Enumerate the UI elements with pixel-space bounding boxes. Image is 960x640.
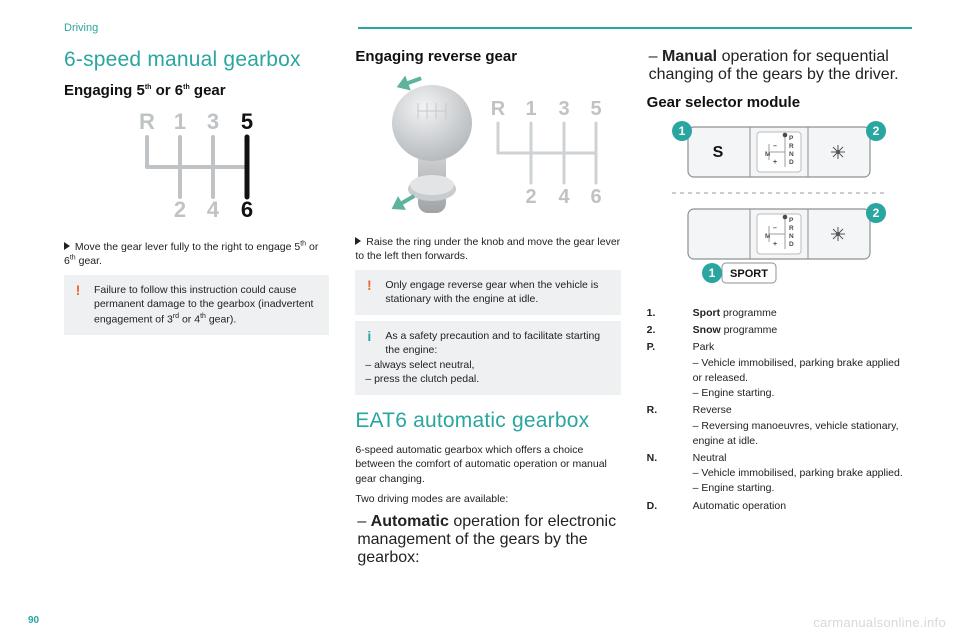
svg-text:1: 1	[679, 124, 686, 138]
definition-value: ReverseReversing manoeuvres, vehicle sta…	[693, 403, 912, 449]
definition-sublist: Vehicle immobilised, parking brake appli…	[693, 466, 912, 496]
definition-value: Sport programme	[693, 306, 912, 321]
page-number: 90	[28, 615, 39, 626]
gear-selector-figure: S P R N D M – +	[647, 119, 912, 294]
col1-title: 6-speed manual gearbox	[64, 48, 329, 72]
header: Driving	[64, 22, 912, 34]
info-box: i As a safety precaution and to facilita…	[355, 321, 620, 395]
definition-row: N.NeutralVehicle immobilised, parking br…	[647, 451, 912, 497]
definition-value: Snow programme	[693, 323, 912, 338]
column-2: Engaging reverse gear	[355, 48, 620, 567]
svg-text:P: P	[789, 135, 794, 142]
svg-text:4: 4	[207, 197, 220, 222]
svg-text:2: 2	[873, 124, 880, 138]
col2-modes: Automatic operation for electronic manag…	[355, 513, 620, 567]
svg-text:R: R	[789, 225, 794, 232]
svg-text:3: 3	[558, 98, 569, 120]
col2-title2: EAT6 automatic gearbox	[355, 409, 620, 433]
list-item: always select neutral,	[365, 358, 612, 372]
list-item: Engine starting.	[693, 386, 912, 401]
svg-text:6: 6	[241, 197, 253, 222]
list-item: Reversing manoeuvres, vehicle stationary…	[693, 419, 912, 449]
watermark: carmanualsonline.info	[813, 615, 946, 630]
definition-key: P.	[647, 340, 693, 401]
svg-text:2: 2	[525, 186, 536, 208]
header-rule	[358, 27, 912, 29]
list-item: Automatic operation for electronic manag…	[357, 513, 620, 567]
svg-text:R: R	[789, 143, 794, 150]
warning-box-1: ! Failure to follow this instruction cou…	[64, 275, 329, 335]
list-item: Vehicle immobilised, parking brake appli…	[693, 466, 912, 481]
col2-instruction: Raise the ring under the knob and move t…	[355, 235, 620, 264]
columns: 6-speed manual gearbox Engaging 5th or 6…	[64, 48, 912, 567]
page: Driving 6-speed manual gearbox Engaging …	[0, 0, 960, 640]
col1-instruction: Move the gear lever fully to the right t…	[64, 239, 329, 269]
svg-text:D: D	[789, 241, 794, 248]
svg-text:–: –	[773, 225, 777, 232]
triangle-icon	[355, 237, 361, 245]
svg-text:D: D	[789, 159, 794, 166]
svg-text:+: +	[773, 159, 777, 166]
warning-icon: !	[361, 276, 377, 295]
svg-text:1: 1	[709, 266, 716, 280]
svg-text:1: 1	[174, 109, 186, 134]
definitions: 1.Sport programme2.Snow programmeP.ParkV…	[647, 306, 912, 514]
svg-text:R: R	[491, 98, 506, 120]
reverse-gear-figure: R 1 3 5 2 4 6	[355, 73, 620, 223]
svg-text:N: N	[789, 233, 794, 240]
svg-text:P: P	[789, 217, 794, 224]
svg-text:2: 2	[873, 206, 880, 220]
definition-row: P.ParkVehicle immobilised, parking brake…	[647, 340, 912, 401]
definition-key: 1.	[647, 306, 693, 321]
svg-text:3: 3	[207, 109, 219, 134]
list-item: press the clutch pedal.	[365, 372, 612, 386]
definition-row: D.Automatic operation	[647, 499, 912, 514]
warning-icon: !	[70, 281, 86, 300]
col2-subhead: Engaging reverse gear	[355, 48, 620, 65]
triangle-icon	[64, 242, 70, 250]
svg-text:S: S	[713, 144, 724, 161]
svg-text:2: 2	[174, 197, 186, 222]
definition-value: NeutralVehicle immobilised, parking brak…	[693, 451, 912, 497]
column-1: 6-speed manual gearbox Engaging 5th or 6…	[64, 48, 329, 567]
col2-para2: Two driving modes are available:	[355, 492, 620, 506]
definition-row: 2.Snow programme	[647, 323, 912, 338]
definition-value: ParkVehicle immobilised, parking brake a…	[693, 340, 912, 401]
definition-row: 1.Sport programme	[647, 306, 912, 321]
gear-diagram: R 1 3 5 2 4 6	[64, 107, 329, 227]
svg-text:SPORT: SPORT	[730, 268, 768, 280]
svg-text:5: 5	[241, 109, 253, 134]
section-label: Driving	[64, 22, 98, 34]
column-3: Manual operation for sequential changing…	[647, 48, 912, 567]
info-icon: i	[361, 327, 377, 346]
list-item: Engine starting.	[693, 481, 912, 496]
svg-text:4: 4	[558, 186, 570, 208]
definition-sublist: Vehicle immobilised, parking brake appli…	[693, 356, 912, 402]
definition-row: R.ReverseReversing manoeuvres, vehicle s…	[647, 403, 912, 449]
definition-key: D.	[647, 499, 693, 514]
definition-key: N.	[647, 451, 693, 497]
col1-subhead: Engaging 5th or 6th gear	[64, 82, 329, 99]
definition-sublist: Reversing manoeuvres, vehicle stationary…	[693, 419, 912, 449]
svg-text:5: 5	[590, 98, 601, 120]
definition-key: 2.	[647, 323, 693, 338]
definition-value: Automatic operation	[693, 499, 912, 514]
definition-key: R.	[647, 403, 693, 449]
svg-text:+: +	[773, 241, 777, 248]
col3-subhead: Gear selector module	[647, 94, 912, 111]
info-list: always select neutral, press the clutch …	[363, 358, 612, 387]
col3-modes: Manual operation for sequential changing…	[647, 48, 912, 84]
svg-text:R: R	[139, 109, 155, 134]
svg-text:6: 6	[590, 186, 601, 208]
warning-box-2: ! Only engage reverse gear when the vehi…	[355, 270, 620, 315]
list-item: Vehicle immobilised, parking brake appli…	[693, 356, 912, 386]
svg-text:N: N	[789, 151, 794, 158]
svg-text:1: 1	[525, 98, 536, 120]
list-item: Manual operation for sequential changing…	[649, 48, 912, 84]
col2-para1: 6-speed automatic gearbox which offers a…	[355, 443, 620, 486]
svg-text:–: –	[773, 143, 777, 150]
